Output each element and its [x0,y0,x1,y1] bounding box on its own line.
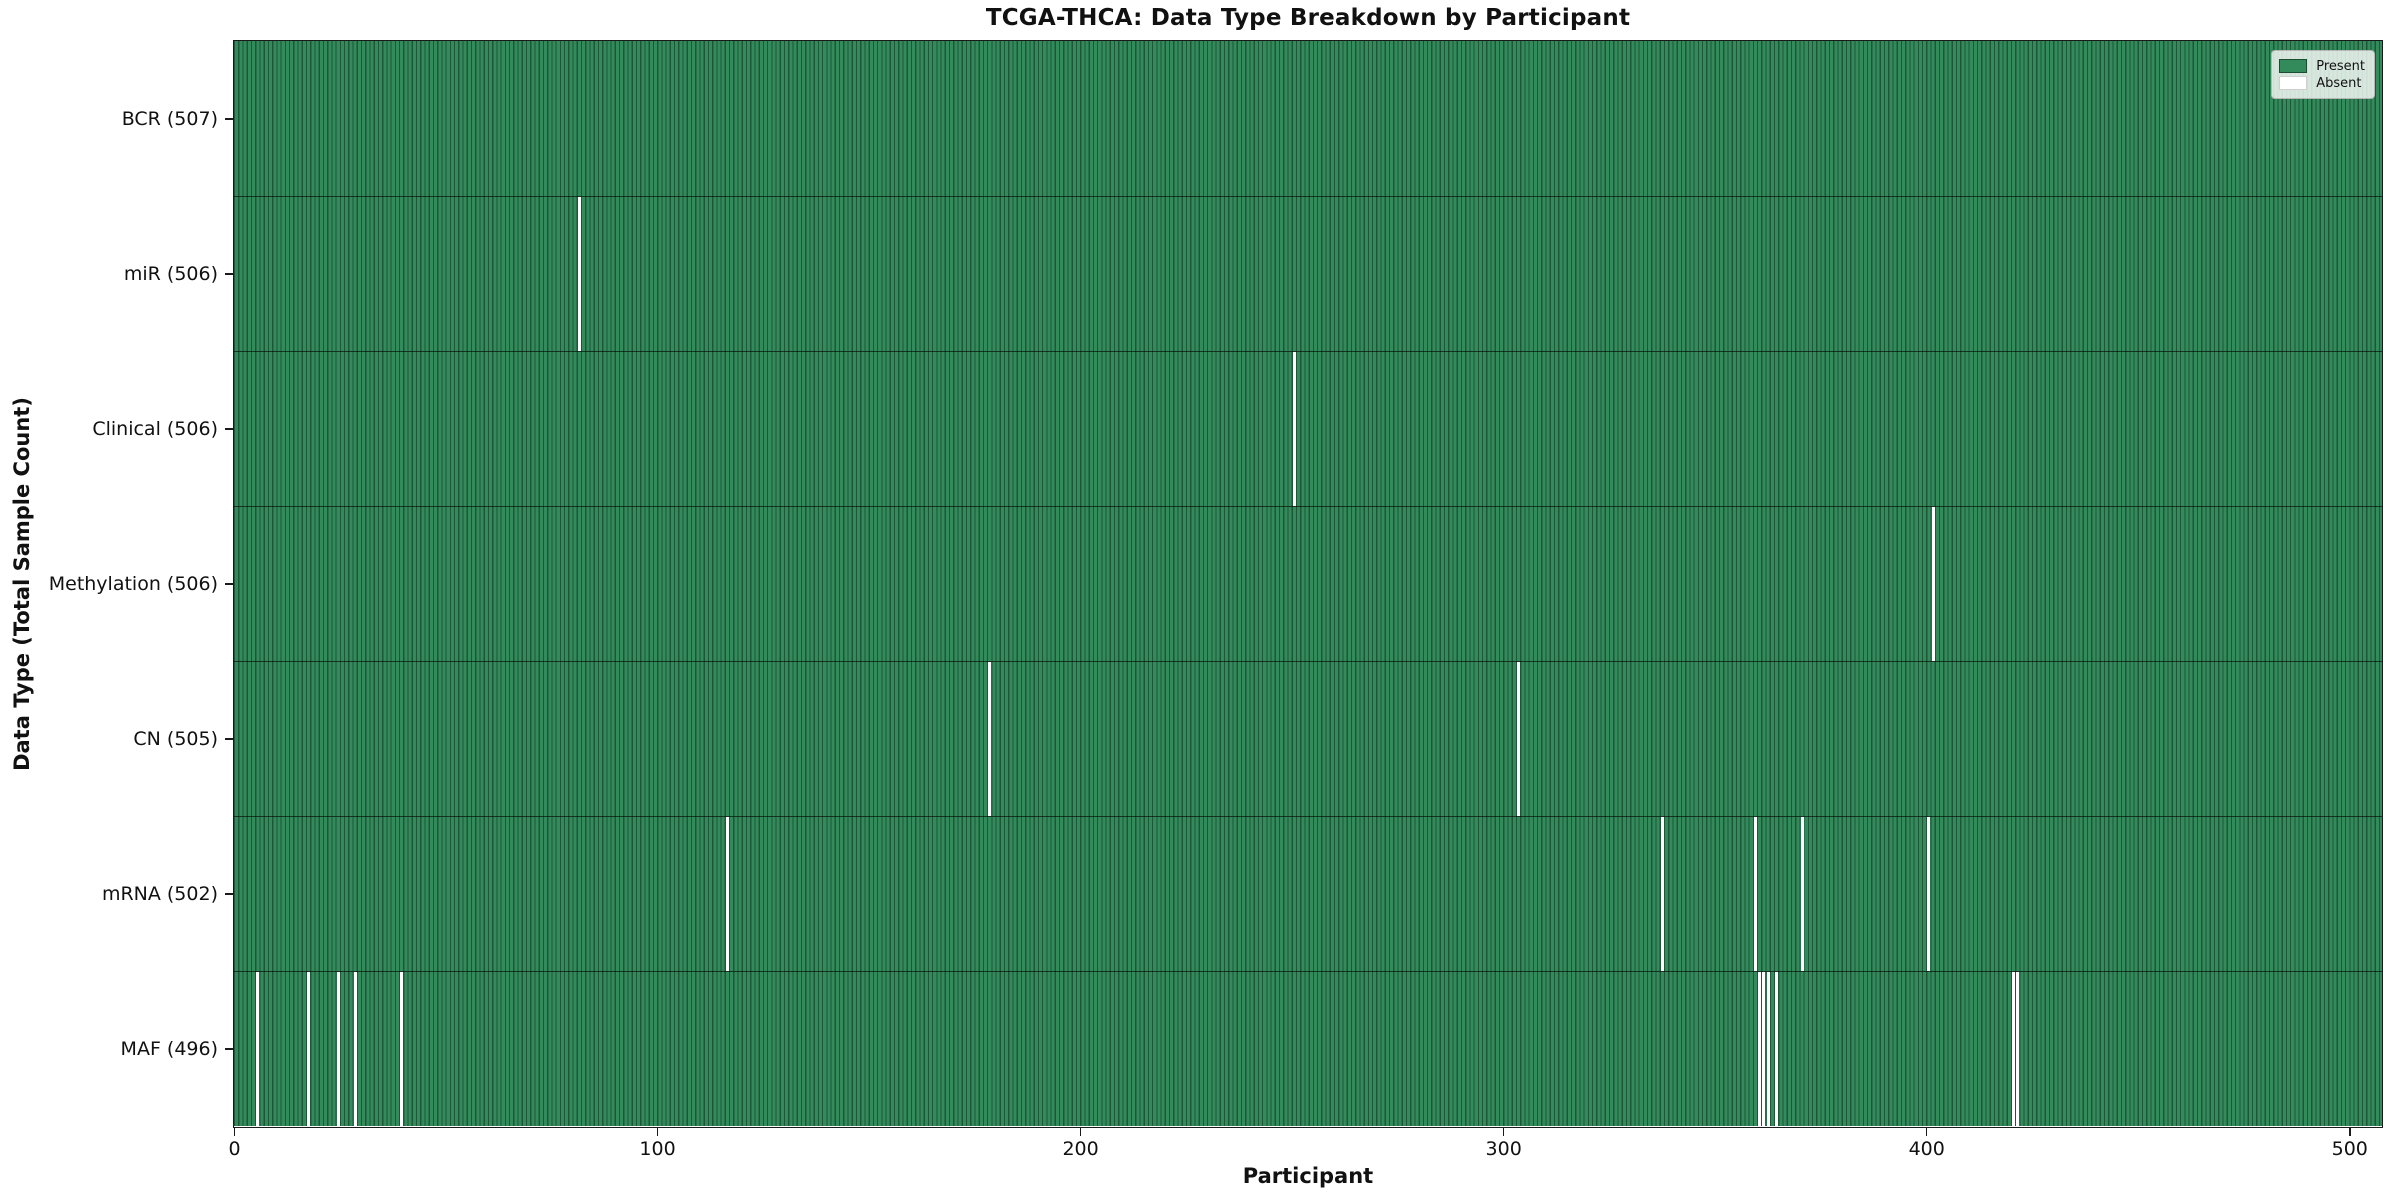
x-tick-label: 500 [2331,1138,2368,1160]
legend-label-present: Present [2316,58,2365,74]
absent-marker [1753,817,1757,971]
y-tick-label: Clinical (506) [92,418,218,440]
absent-marker [1762,972,1766,1126]
data-row-BCR [234,41,2382,196]
legend-entry-absent: Absent [2279,76,2365,90]
y-tick-mark [225,1048,233,1050]
legend-label-absent: Absent [2316,75,2362,91]
y-tick-label: miR (506) [123,263,218,285]
absent-swatch [2279,76,2308,90]
absent-marker [1292,352,1296,506]
absent-marker [725,817,729,971]
y-tick-label: Methylation (506) [48,573,218,595]
data-row-Clinical [234,351,2382,506]
x-tick-label: 300 [1485,1138,1522,1160]
absent-marker [256,972,260,1126]
x-tick-mark [1079,1128,1082,1136]
absent-marker [1931,507,1935,661]
absent-marker [336,972,340,1126]
legend-entry-present: Present [2279,59,2365,73]
x-tick-label: 200 [1062,1138,1099,1160]
absent-marker [1775,972,1779,1126]
data-row-CN [234,661,2382,816]
legend: Present Absent [2271,50,2375,99]
absent-marker [1758,972,1762,1126]
x-tick-mark [1925,1128,1928,1136]
plot-area: Present Absent [233,40,2383,1128]
data-row-mRNA [234,816,2382,971]
absent-marker [353,972,357,1126]
absent-marker [1800,817,1804,971]
absent-marker [307,972,311,1126]
y-tick-mark [225,273,233,275]
absent-marker [2016,972,2020,1126]
absent-marker [1660,817,1664,971]
absent-marker [400,972,404,1126]
absent-marker [1517,662,1521,816]
data-row-miR [234,196,2382,351]
x-tick-mark [2349,1128,2351,1136]
x-tick-label: 400 [1908,1138,1945,1160]
absent-marker [1927,817,1931,971]
data-row-Methylation [234,506,2382,661]
absent-marker [988,662,992,816]
y-tick-mark [225,428,233,430]
x-tick-mark [1502,1128,1505,1136]
x-tick-mark [656,1128,659,1136]
y-tick-label: mRNA (502) [101,883,218,905]
x-tick-label: 100 [639,1138,676,1160]
y-axis-label: Data Type (Total Sample Count) [10,397,34,771]
y-tick-mark [225,118,233,120]
x-tick-mark [233,1128,236,1136]
absent-marker [1766,972,1770,1126]
x-tick-label: 0 [228,1138,241,1160]
present-swatch [2279,59,2308,73]
y-tick-label: BCR (507) [121,108,218,130]
absent-marker [577,197,581,351]
y-tick-mark [225,583,233,585]
y-tick-mark [225,738,233,740]
y-tick-label: CN (505) [133,728,218,750]
chart-title: TCGA-THCA: Data Type Breakdown by Partic… [985,5,1631,31]
x-axis-label: Participant [1242,1164,1374,1188]
y-tick-label: MAF (496) [120,1038,218,1060]
data-row-MAF [234,971,2382,1126]
absent-marker [2012,972,2016,1126]
y-tick-mark [225,893,233,895]
